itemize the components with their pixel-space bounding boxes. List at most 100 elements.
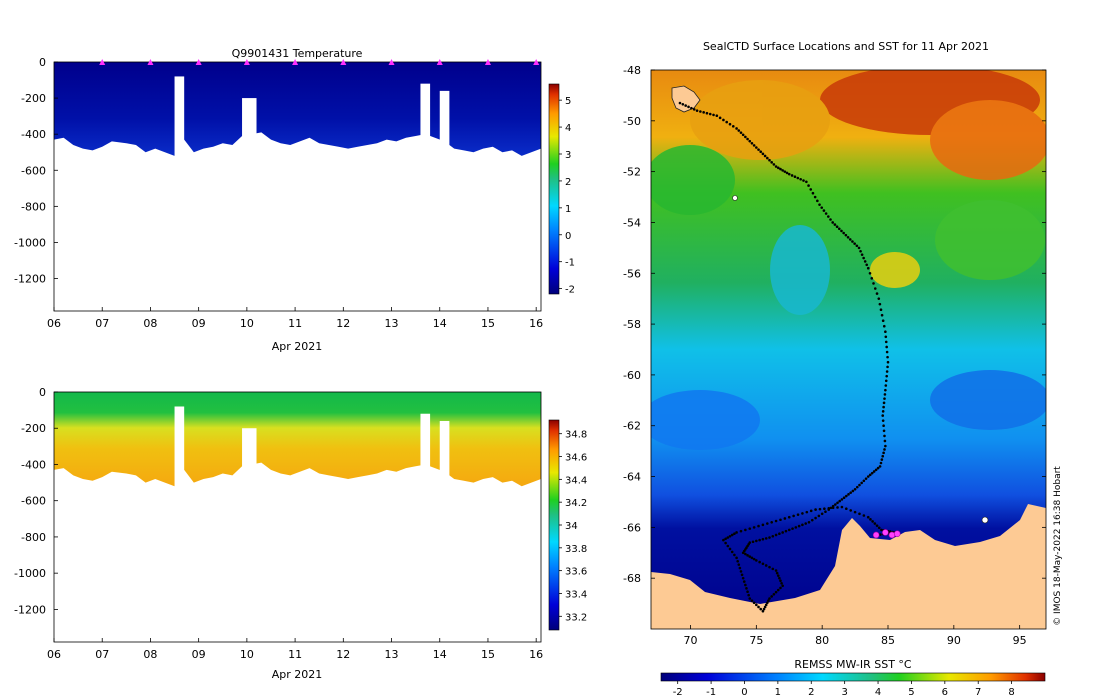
track-point [780, 581, 783, 585]
track-point [735, 127, 738, 130]
y-tick-label: -400 [21, 458, 46, 471]
track-point [750, 141, 754, 145]
y-tick-label: -1200 [14, 273, 46, 286]
track-point [882, 451, 885, 455]
track-point [774, 569, 778, 572]
colorbar-tick-label: 4 [565, 123, 571, 134]
surface-location [893, 530, 901, 538]
lat-tick-label: -64 [623, 471, 641, 484]
track-point [725, 120, 729, 124]
track-point [735, 531, 738, 534]
antarctic-land [651, 504, 1046, 629]
x-tick-label: 06 [47, 317, 61, 330]
temperature-field [54, 62, 541, 171]
track-point [807, 520, 811, 524]
track-point [875, 524, 879, 527]
track-point [750, 556, 754, 560]
track-point [779, 586, 782, 590]
track-point [681, 103, 685, 106]
colorbar-tick-label: 33.2 [565, 612, 587, 623]
track-point [883, 397, 886, 400]
sst-colorbar-tick-label: 4 [875, 687, 881, 698]
track-point [733, 553, 736, 557]
data-gap [439, 420, 450, 501]
track-point [764, 564, 768, 567]
track-point [817, 514, 821, 518]
track-point [813, 195, 817, 199]
track-point [866, 266, 870, 270]
track-point [836, 501, 839, 505]
track-point [783, 170, 787, 173]
track-point [781, 584, 784, 588]
track-point [880, 458, 884, 461]
track-point [824, 510, 827, 513]
track-point [762, 607, 766, 611]
y-tick-label: -800 [21, 531, 46, 544]
profile-marker [533, 59, 540, 65]
lon-tick-label: 95 [1013, 634, 1027, 647]
data-gap [242, 98, 257, 171]
track-point [840, 498, 844, 501]
track-point [768, 158, 771, 162]
track-point [764, 603, 768, 607]
y-tick-label: -600 [21, 164, 46, 177]
track-point [790, 174, 794, 177]
track-point [845, 494, 848, 498]
track-point [791, 527, 794, 530]
track-point [766, 601, 769, 605]
colorbar-tick-label: 34.6 [565, 453, 587, 464]
track-point [771, 534, 775, 538]
x-tick-label: 08 [143, 317, 157, 330]
track-point [728, 122, 732, 126]
y-tick-label: -1000 [14, 236, 46, 249]
track-point [883, 393, 887, 396]
track-point [758, 560, 761, 564]
track-point [802, 179, 805, 182]
track-point [877, 526, 881, 530]
track-point [827, 507, 831, 510]
x-tick-label: 13 [385, 648, 399, 661]
data-coverage [54, 62, 541, 156]
track-point [722, 118, 725, 122]
track-point [761, 562, 765, 566]
heard-island [732, 195, 738, 201]
sst-colorbar-ticks: -2 -1 0 1 2 3 4 5 6 7 8 [673, 681, 1015, 698]
x-tick-label: 10 [240, 648, 254, 661]
track-point [735, 556, 738, 560]
track-point [840, 505, 844, 509]
track-point [820, 206, 824, 209]
track-point [873, 522, 877, 525]
track-point [836, 506, 839, 509]
track-point [853, 242, 856, 245]
track-point [768, 565, 771, 569]
track-point [882, 429, 886, 433]
track-point [746, 590, 749, 594]
track-point [876, 466, 880, 470]
track-point [687, 105, 690, 109]
track-point [779, 167, 782, 171]
track-point [744, 552, 747, 556]
profile-marker [340, 59, 347, 65]
x-tick-label: 12 [336, 317, 350, 330]
track-point [731, 125, 735, 128]
data-gap [242, 428, 257, 501]
track-point [728, 534, 732, 538]
track-point [726, 544, 730, 548]
track-point [863, 260, 867, 263]
track-point [874, 468, 878, 472]
data-gap [174, 406, 185, 501]
colorbar-tick-label: 0 [565, 231, 571, 242]
lat-tick-label: -52 [623, 166, 641, 179]
x-tick-label: 15 [481, 317, 495, 330]
track-point [744, 135, 747, 139]
track-point [801, 512, 804, 515]
colorbar-tick-label: 34.4 [565, 475, 587, 486]
track-point [742, 580, 746, 583]
track-point [853, 487, 857, 491]
x-tick-label: 09 [192, 648, 206, 661]
y-tick-label: -800 [21, 200, 46, 213]
track-point [884, 335, 888, 339]
sst-colorbar-tick-label: 0 [741, 687, 747, 698]
track-point [838, 499, 842, 503]
track-point [771, 567, 775, 571]
